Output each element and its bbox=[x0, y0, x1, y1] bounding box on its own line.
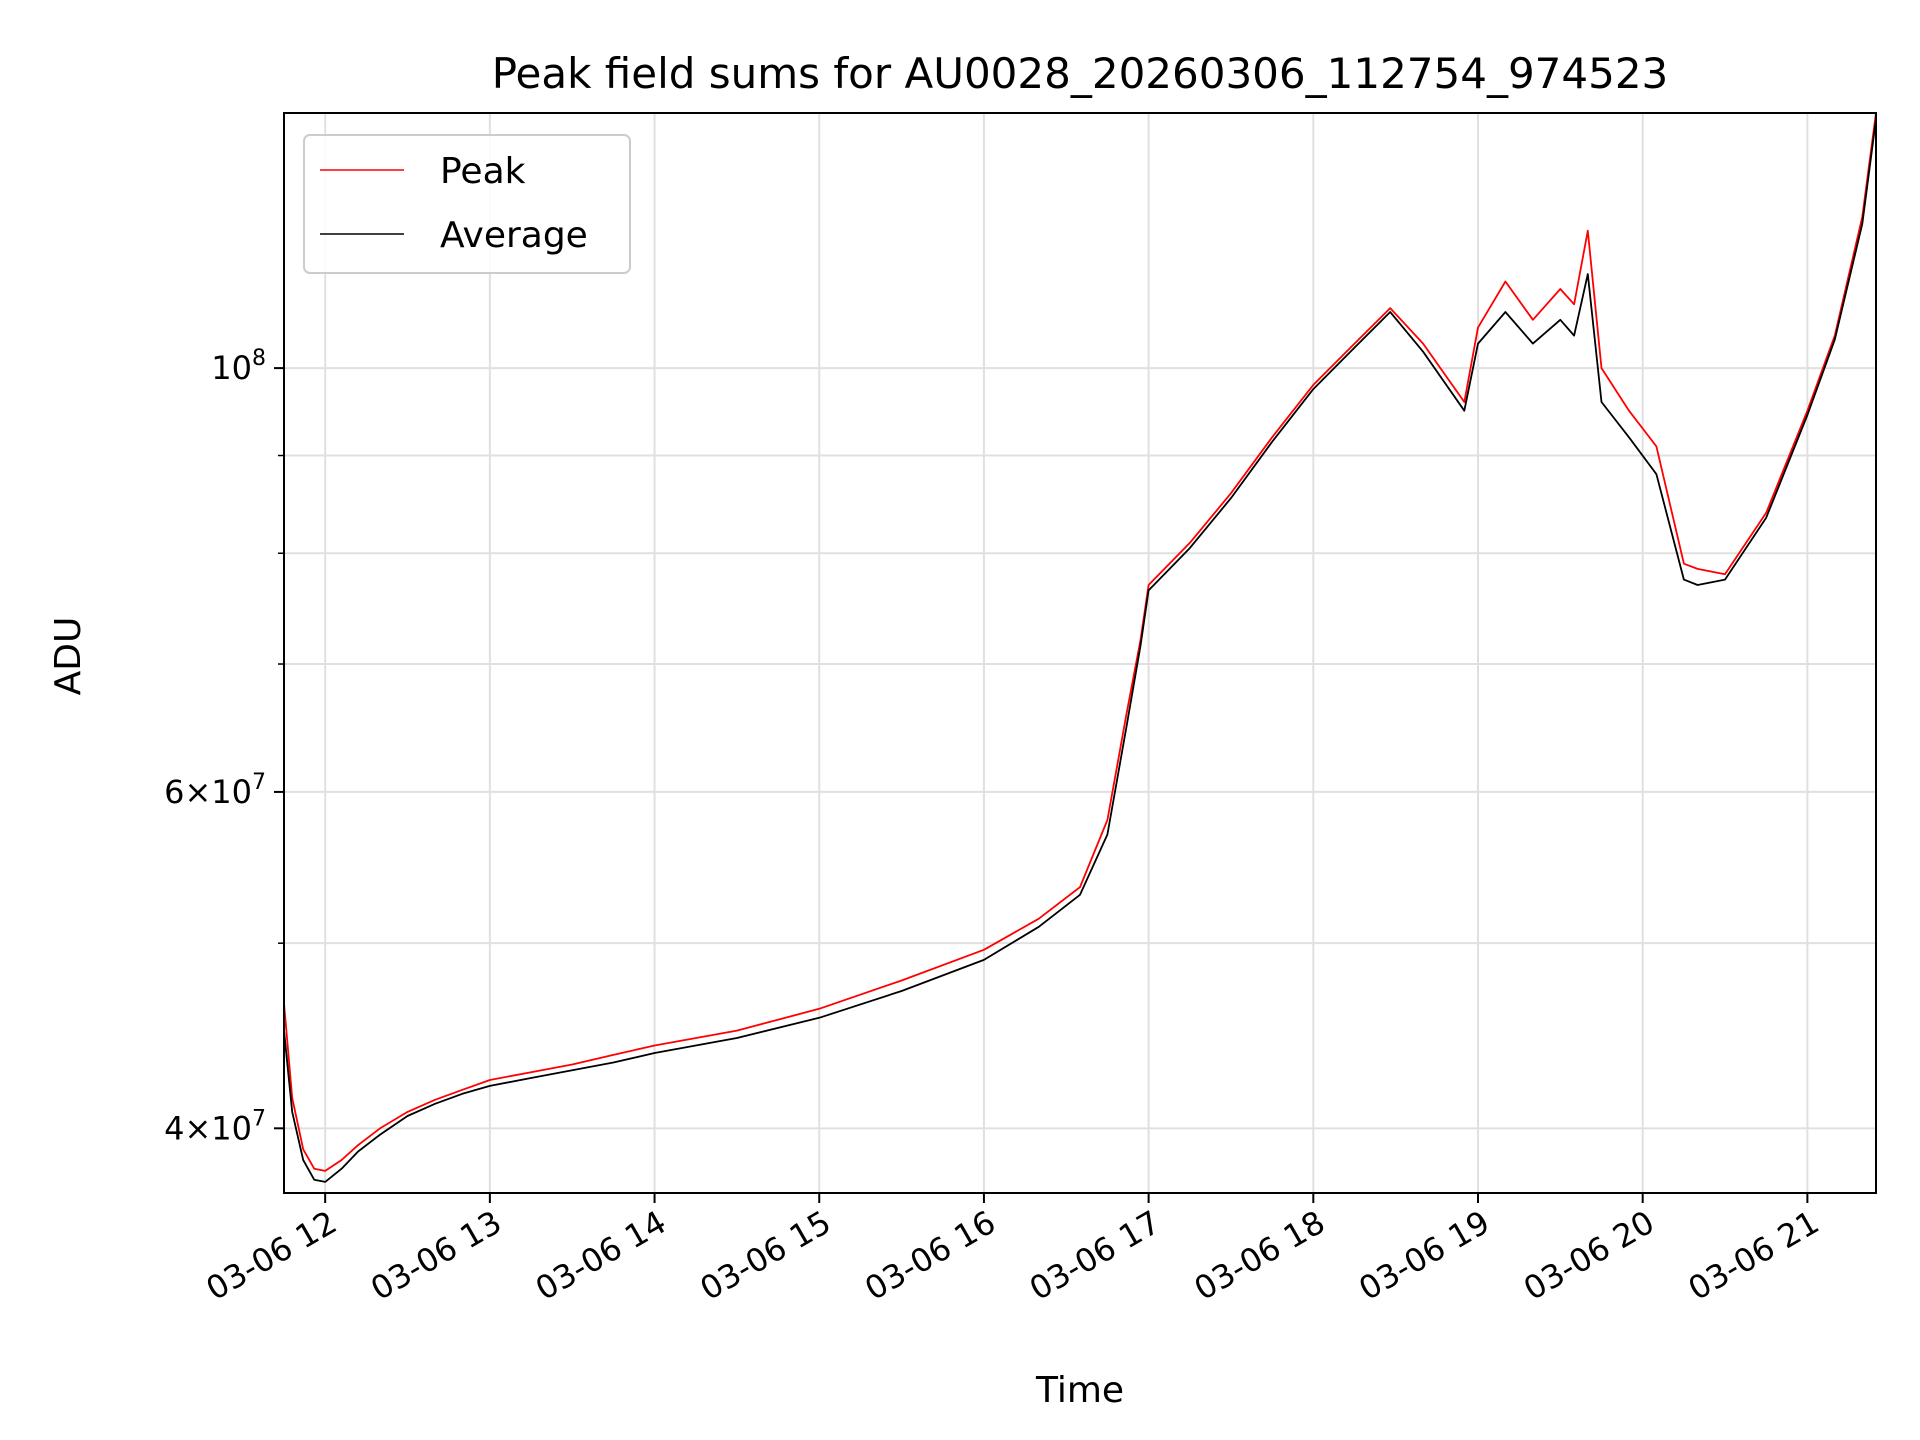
x-tick-label: 03-06 20 bbox=[1517, 1203, 1661, 1308]
x-tick-label: 03-06 15 bbox=[694, 1203, 838, 1308]
x-tick-label: 03-06 12 bbox=[200, 1203, 344, 1308]
y-tick-base: 10 bbox=[211, 349, 252, 387]
series-line-average bbox=[284, 118, 1876, 1183]
x-axis-label: Time bbox=[1035, 1370, 1124, 1411]
y-axis-label: ADU bbox=[48, 617, 89, 696]
x-tick-label: 03-06 14 bbox=[529, 1203, 673, 1308]
y-tick-exponent: 7 bbox=[252, 1106, 266, 1131]
legend-label-average: Average bbox=[440, 215, 588, 256]
x-tick-label: 03-06 16 bbox=[858, 1203, 1002, 1308]
chart-title: Peak field sums for AU0028_20260306_1127… bbox=[492, 49, 1669, 98]
y-tick-exponent: 8 bbox=[252, 346, 266, 371]
y-tick-label: 6×107 bbox=[164, 770, 266, 811]
y-tick-mantissa: 4 bbox=[164, 1109, 184, 1147]
y-tick-label: 108 bbox=[211, 346, 266, 387]
x-tick-label: 03-06 17 bbox=[1023, 1203, 1167, 1308]
x-tick-label: 03-06 19 bbox=[1352, 1203, 1496, 1308]
y-tick-exponent: 7 bbox=[252, 770, 266, 795]
y-tick-times: ×10 bbox=[184, 1109, 252, 1147]
legend-label-peak: Peak bbox=[440, 151, 526, 192]
y-tick-times: ×10 bbox=[184, 773, 252, 811]
x-tick-label: 03-06 13 bbox=[364, 1203, 508, 1308]
legend: Peak Average bbox=[303, 134, 631, 274]
y-tick-label: 4×107 bbox=[164, 1106, 266, 1147]
x-tick-label: 03-06 18 bbox=[1188, 1203, 1332, 1308]
x-tick-label: 03-06 21 bbox=[1682, 1203, 1826, 1308]
ticks-layer: 03-06 12 03-06 13 03-06 14 03-06 15 03-06 16… bbox=[164, 346, 1825, 1308]
plot-frame bbox=[283, 112, 1877, 1194]
series-line-peak bbox=[284, 113, 1876, 1172]
y-tick-mantissa: 6 bbox=[164, 773, 184, 811]
grid-layer bbox=[284, 113, 1876, 1193]
series-layer bbox=[284, 113, 1876, 1183]
